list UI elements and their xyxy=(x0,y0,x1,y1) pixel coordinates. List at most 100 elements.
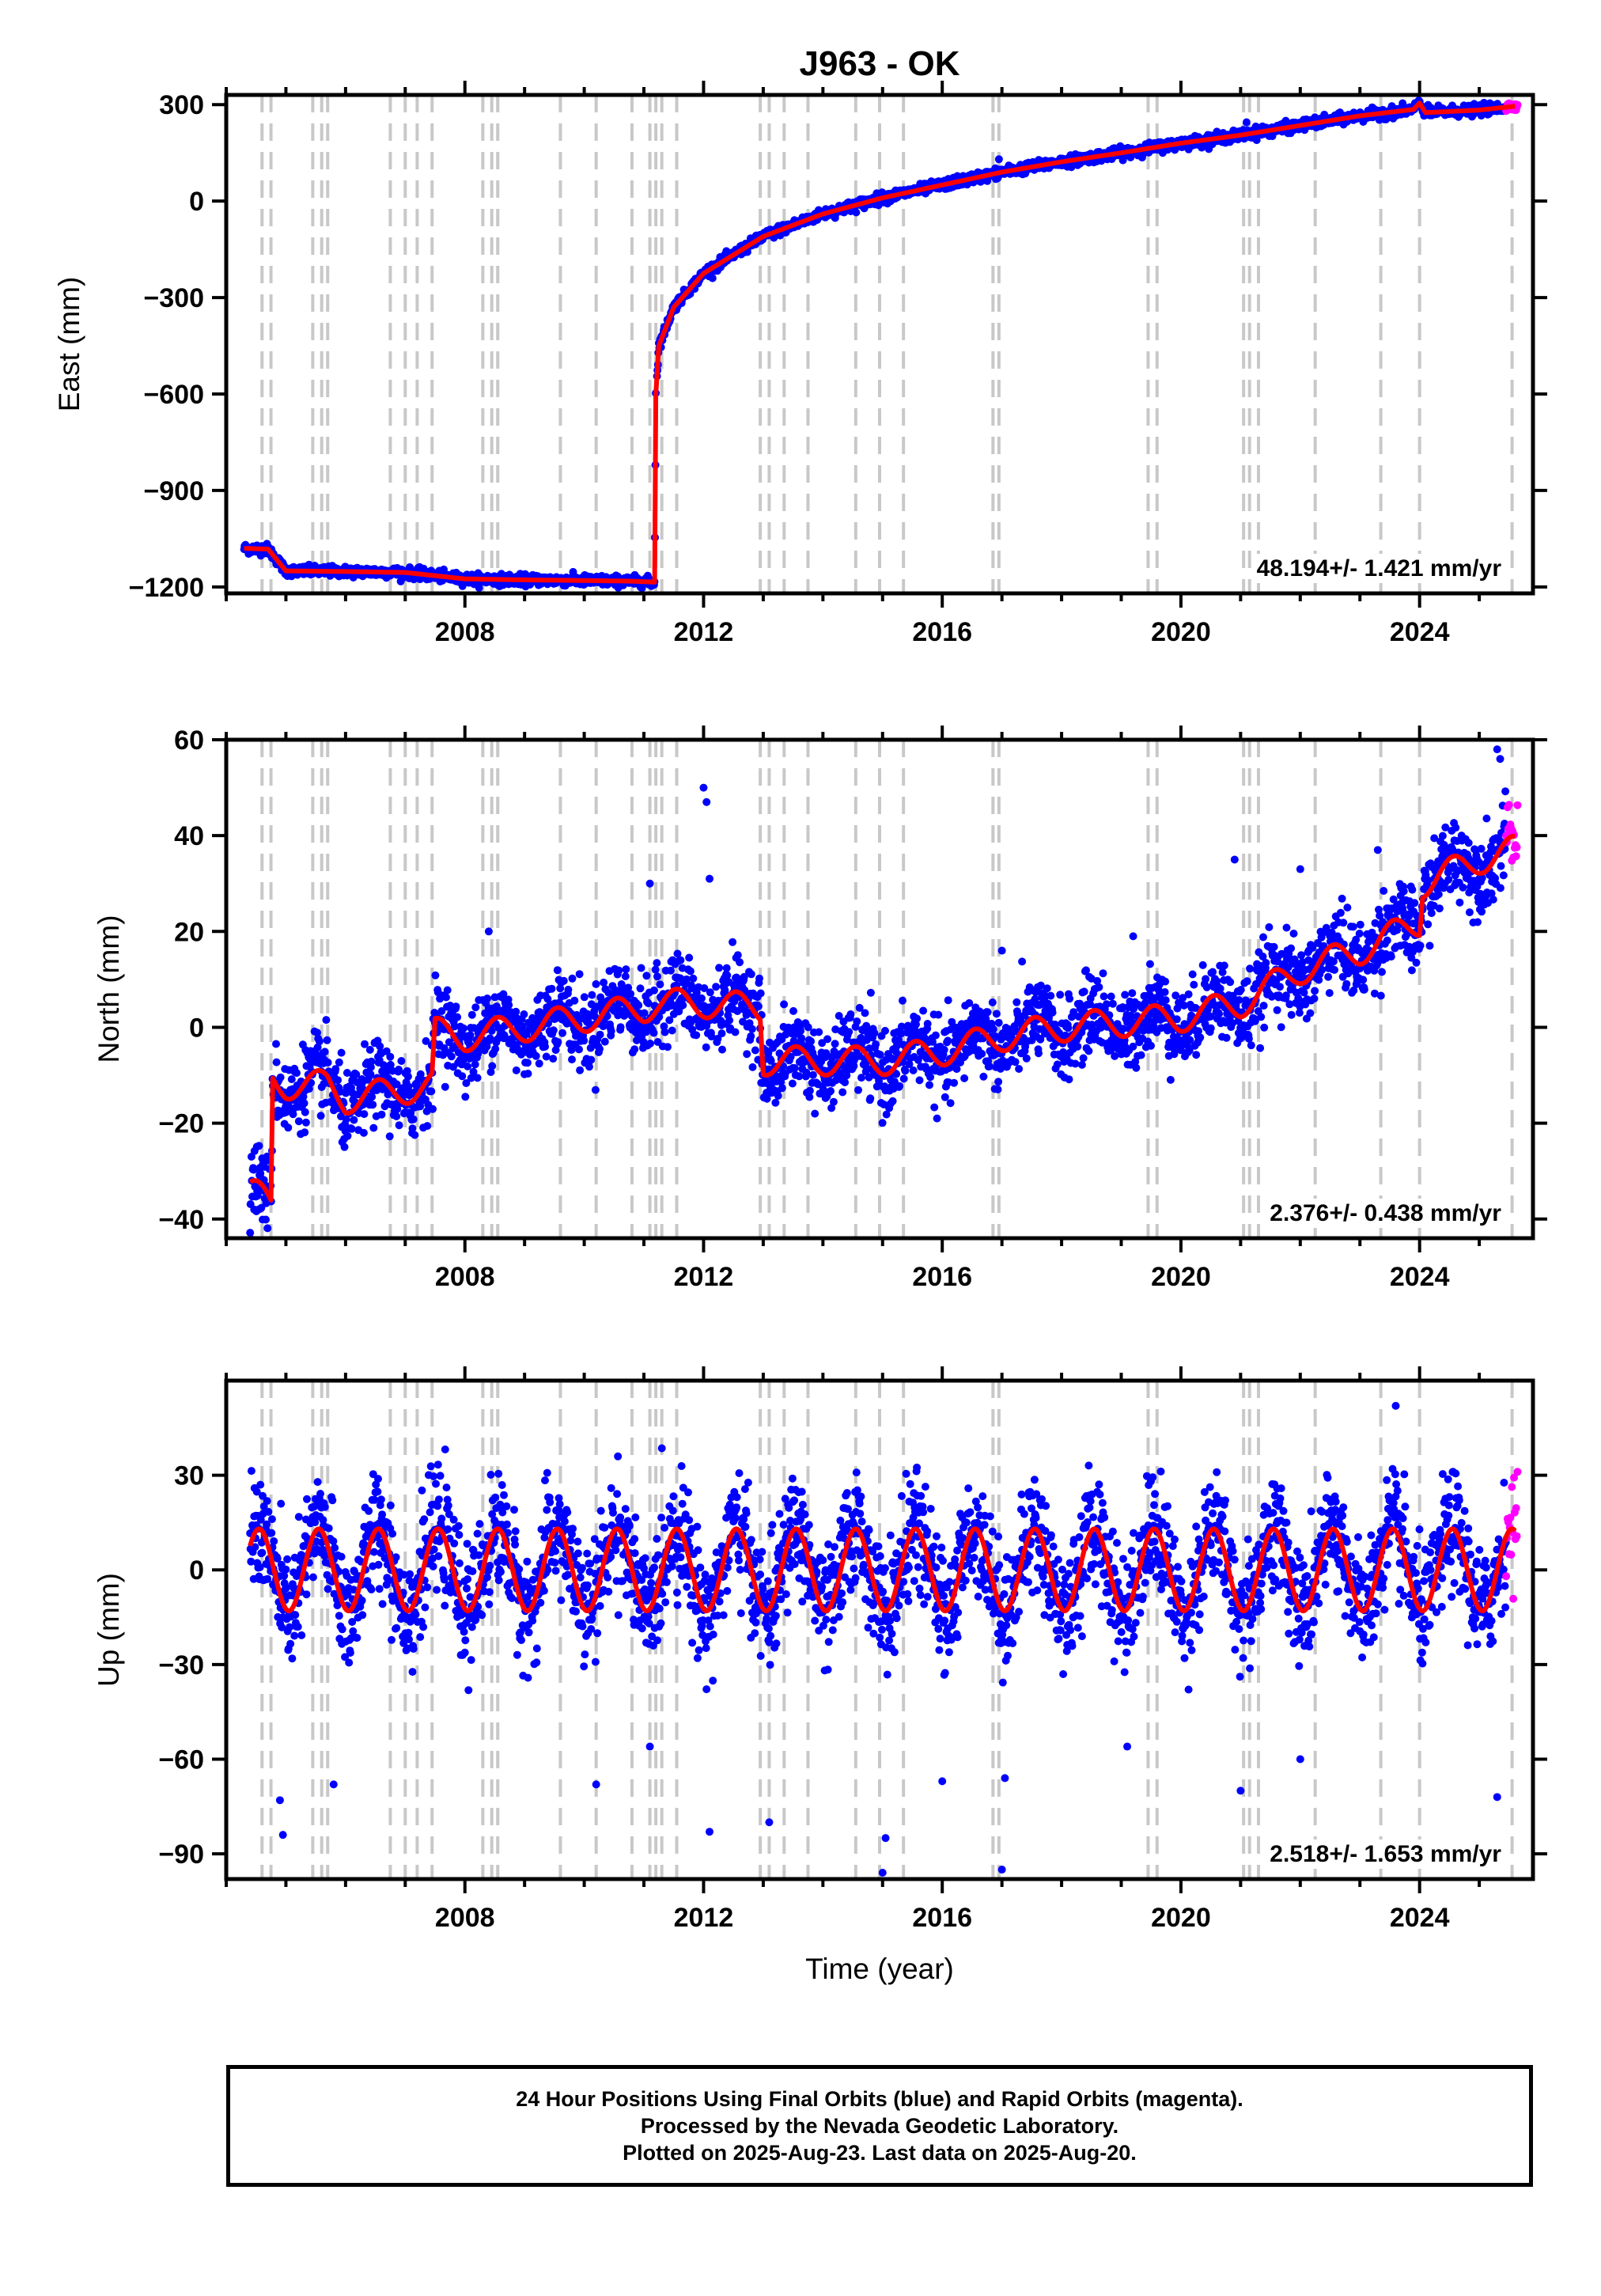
data-point xyxy=(838,1088,847,1097)
data-point xyxy=(780,1000,789,1009)
series-final-orbits xyxy=(246,787,1510,1238)
data-point xyxy=(994,1078,1003,1086)
data-point xyxy=(315,1037,324,1046)
data-point xyxy=(881,1026,889,1035)
data-point xyxy=(901,1067,910,1075)
data-point xyxy=(1015,1065,1024,1073)
data-point xyxy=(725,1016,734,1025)
data-point xyxy=(559,976,568,985)
data-point xyxy=(774,1092,782,1100)
data-point xyxy=(576,1066,585,1074)
data-point xyxy=(549,1026,558,1035)
data-point xyxy=(575,1045,583,1054)
data-point xyxy=(427,1087,436,1096)
x-tick-label: 2016 xyxy=(912,617,972,647)
data-point xyxy=(255,1142,263,1150)
data-point xyxy=(322,1016,331,1025)
data-point xyxy=(829,1097,838,1106)
data-point xyxy=(287,1075,296,1084)
data-point xyxy=(441,1082,449,1091)
data-point xyxy=(736,958,744,967)
data-point xyxy=(811,1109,819,1118)
data-point xyxy=(651,965,660,974)
data-point xyxy=(778,1084,786,1093)
data-point xyxy=(979,1072,988,1081)
y-tick-label: −1200 xyxy=(129,573,205,603)
data-point xyxy=(340,1142,349,1151)
data-point xyxy=(878,1119,887,1127)
data-point xyxy=(443,986,452,995)
data-point xyxy=(941,1093,949,1101)
data-point xyxy=(756,989,765,998)
data-point xyxy=(385,1132,394,1141)
data-point xyxy=(411,1131,419,1139)
data-point xyxy=(564,985,573,994)
data-point xyxy=(558,1029,567,1037)
data-point xyxy=(483,995,491,1002)
data-point xyxy=(944,1036,952,1045)
data-point xyxy=(909,1066,918,1074)
data-point xyxy=(846,1010,855,1018)
data-point xyxy=(656,980,664,989)
data-point xyxy=(717,1029,726,1038)
data-point xyxy=(664,1043,672,1051)
data-point xyxy=(985,1062,994,1070)
data-point xyxy=(1137,1051,1145,1059)
data-point xyxy=(712,983,721,991)
plot-area xyxy=(246,740,1522,1238)
data-point xyxy=(300,1099,308,1108)
data-point xyxy=(596,1044,604,1053)
data-point xyxy=(1056,991,1065,999)
data-point xyxy=(464,1062,472,1070)
data-point xyxy=(301,1118,310,1127)
data-point xyxy=(1065,995,1074,1003)
data-point xyxy=(553,966,562,975)
y-tick-label: −900 xyxy=(143,476,204,506)
data-point xyxy=(554,1038,562,1047)
data-point xyxy=(919,1006,928,1015)
outlier-point xyxy=(994,155,1003,164)
data-point xyxy=(547,984,556,993)
data-point xyxy=(599,1022,607,1031)
data-point xyxy=(1018,957,1027,966)
data-point xyxy=(630,1045,639,1054)
data-point xyxy=(467,1010,476,1019)
data-point xyxy=(568,974,577,983)
data-point xyxy=(650,986,658,995)
y-tick-label: 300 xyxy=(159,90,204,120)
east-panel: 2008 2012 2016 2020 2024−1200−900−600−300030… xyxy=(53,81,1547,647)
data-point xyxy=(653,972,661,981)
data-point xyxy=(1011,1058,1020,1067)
data-point xyxy=(615,966,623,975)
data-point xyxy=(925,1081,933,1089)
chart-title: J963 - OK xyxy=(800,44,960,83)
data-point xyxy=(263,1224,272,1233)
data-point xyxy=(823,1035,831,1044)
data-point xyxy=(334,1076,343,1085)
data-point xyxy=(320,1048,329,1056)
data-point xyxy=(1111,1051,1119,1060)
data-point xyxy=(403,1072,412,1081)
data-point xyxy=(853,1017,861,1025)
data-point xyxy=(660,1028,669,1036)
x-tick-label: 2024 xyxy=(1390,617,1450,647)
data-point xyxy=(771,1098,780,1107)
data-point xyxy=(607,1027,615,1036)
data-point xyxy=(640,1009,649,1017)
data-point xyxy=(994,1018,1003,1027)
y-axis-label: East (mm) xyxy=(53,277,85,412)
data-point xyxy=(369,1101,377,1109)
data-point xyxy=(646,1040,654,1048)
data-point xyxy=(409,1115,418,1123)
data-point xyxy=(637,964,645,972)
data-point xyxy=(950,1078,959,1087)
data-point xyxy=(512,1066,520,1074)
data-point xyxy=(861,1009,869,1017)
x-tick-label: 2020 xyxy=(1151,617,1211,647)
data-point xyxy=(790,1064,799,1072)
data-point xyxy=(293,1069,301,1078)
data-point xyxy=(397,1057,406,1065)
data-point xyxy=(808,1070,817,1079)
data-point xyxy=(689,974,698,983)
